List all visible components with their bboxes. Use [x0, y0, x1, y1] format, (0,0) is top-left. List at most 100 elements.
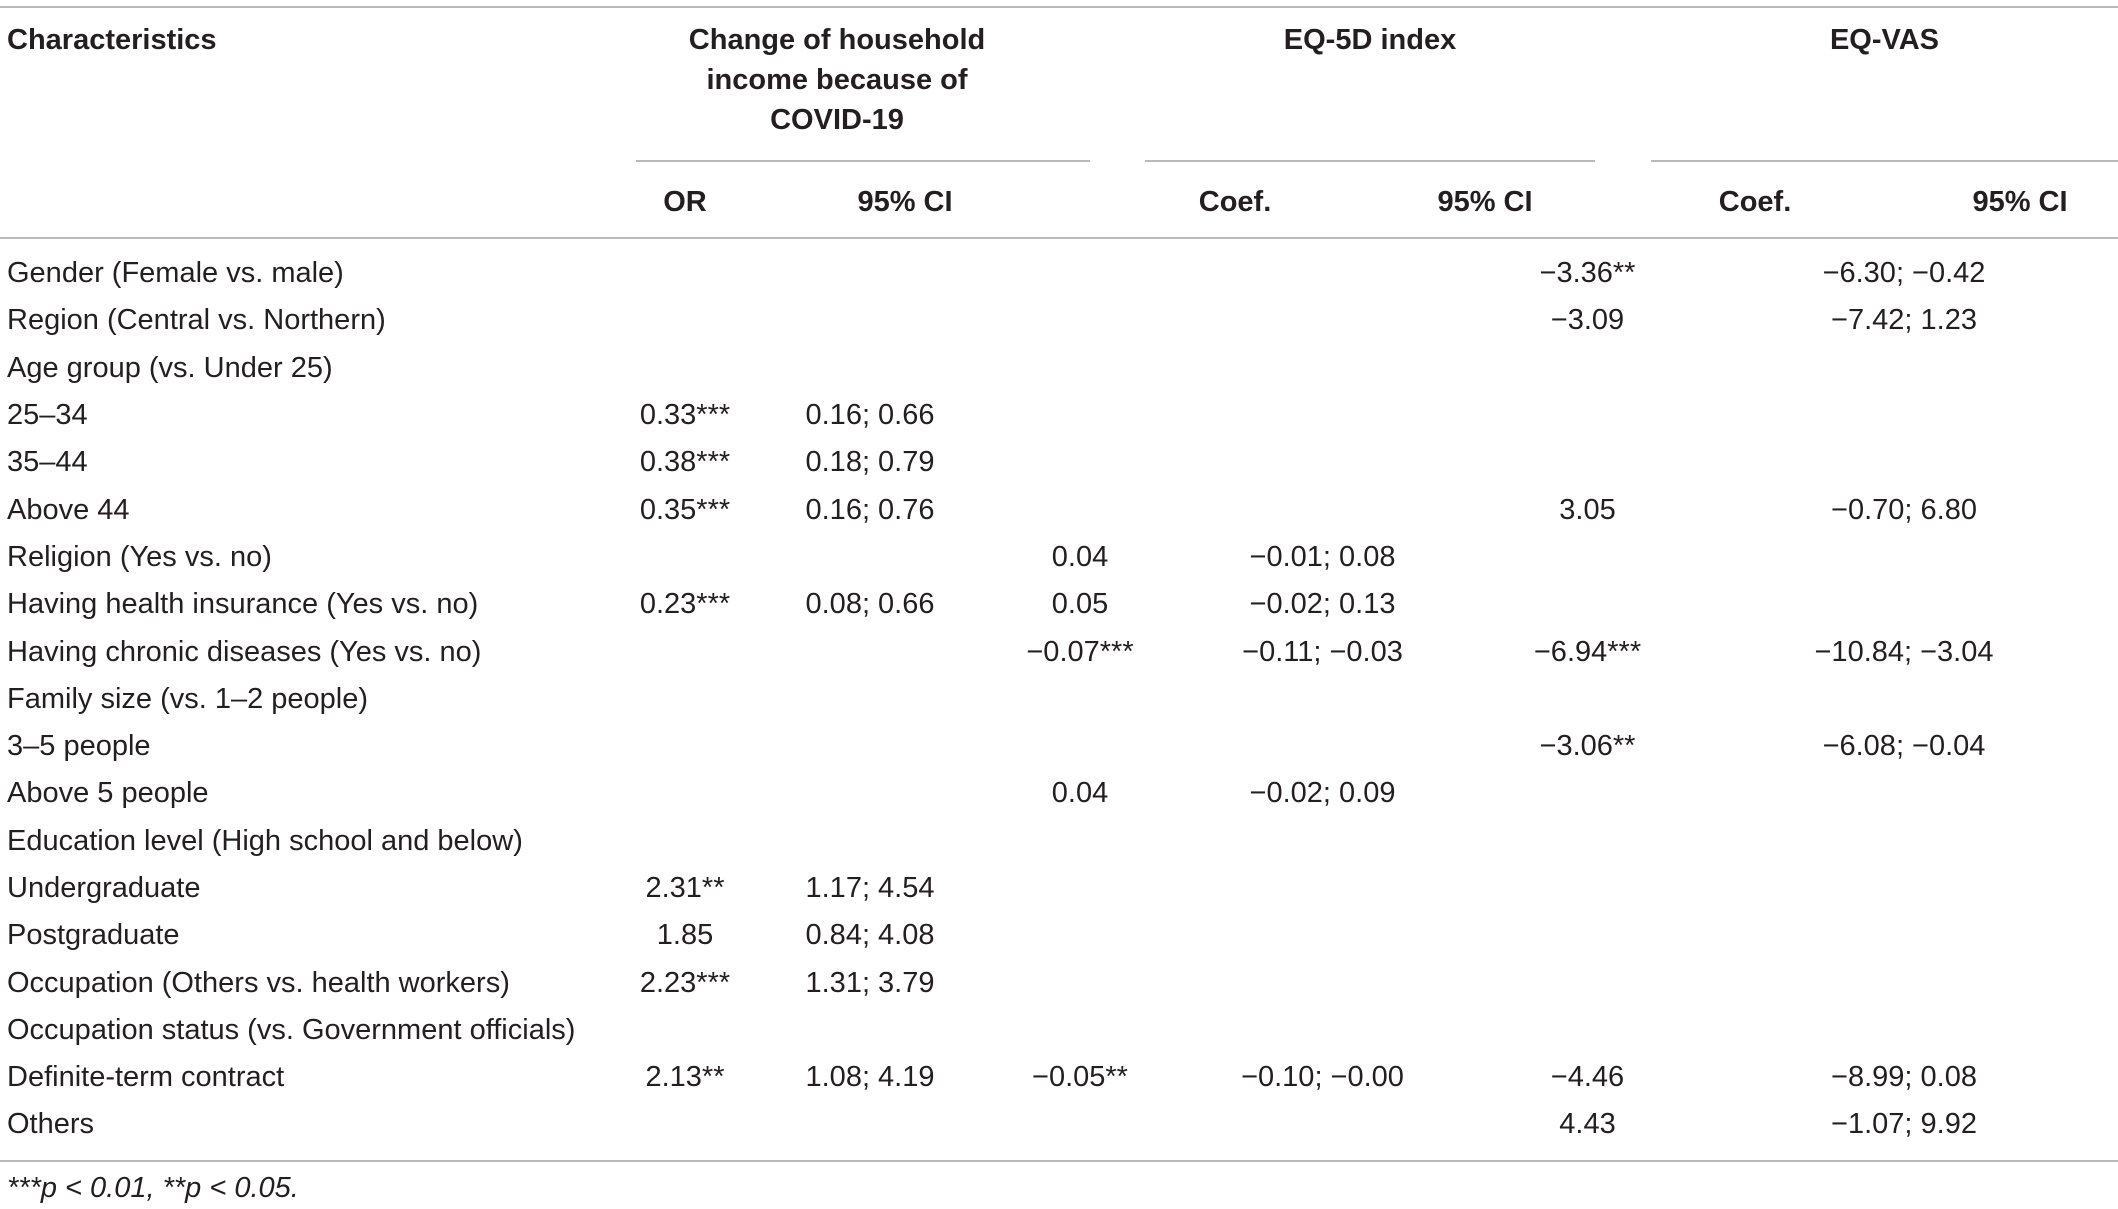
cell-eq5d-coef	[1000, 959, 1160, 1006]
cell-eqvas-coef	[1485, 865, 1690, 912]
row-label: 3–5 people	[7, 730, 151, 763]
cell-eqvas-ci	[1690, 676, 2118, 723]
cell-or: 2.31**	[645, 872, 725, 904]
header-group-income-line-1: Change of household	[688, 24, 986, 56]
cell-eq5d-coef: −0.07***	[1026, 635, 1134, 668]
table-row: Age group (vs. Under 25)	[0, 345, 2118, 392]
results-table-body: Gender (Female vs. male) −3.36** −6.30; −0…	[0, 250, 2118, 1149]
cell-eqvas-ci: −0.70; 6.80	[1831, 493, 1977, 526]
cell-eq5d-ci	[1160, 439, 1485, 486]
cell-or-ci	[740, 676, 1000, 723]
cell-or-ci	[740, 250, 1000, 297]
cell-eq5d-coef	[1000, 912, 1160, 959]
cell-eqvas-ci	[1690, 912, 2118, 959]
cell-or-ci	[740, 628, 1000, 675]
cell-eq5d-ci: −0.01; 0.08	[1249, 540, 1396, 573]
row-label: Age group (vs. Under 25)	[7, 351, 333, 384]
cell-eqvas-coef	[1485, 534, 1690, 581]
table-row: Above 44 0.35*** 0.16; 0.76 3.05 −0.70; 6.80	[0, 486, 2118, 533]
cell-eq5d-coef: 0.04	[1051, 777, 1109, 810]
cell-eqvas-coef: −3.09	[1550, 304, 1625, 337]
table-row: Others 4.43 −1.07; 9.92	[0, 1101, 2118, 1148]
cell-eqvas-coef	[1485, 392, 1690, 439]
cell-eq5d-ci	[1160, 392, 1485, 439]
cell-eqvas-coef: 3.05	[1559, 493, 1616, 526]
cell-eqvas-ci	[1690, 865, 2118, 912]
cell-eqvas-coef	[1485, 818, 1690, 865]
cell-eq5d-coef	[1000, 486, 1160, 533]
header-bottom-rule	[0, 237, 2118, 239]
cell-eq5d-coef	[1000, 676, 1160, 723]
cell-eqvas-ci: −6.30; −0.42	[1822, 257, 1986, 290]
table-row: Undergraduate 2.31** 1.17; 4.54	[0, 865, 2118, 912]
subheader-eqvas-ci: 95% CI	[1972, 186, 2068, 218]
header-characteristics: Characteristics	[7, 24, 217, 56]
cell-eq5d-ci	[1160, 1101, 1485, 1148]
bottom-rule	[0, 1160, 2118, 1162]
cell-or	[630, 1101, 740, 1148]
cell-eq5d-coef	[1000, 1007, 1160, 1054]
cell-or-ci	[740, 1007, 1000, 1054]
table-row: 3–5 people −3.06** −6.08; −0.04	[0, 723, 2118, 770]
group-rule-eqvas	[1651, 160, 2118, 162]
cell-eqvas-coef: 4.43	[1559, 1108, 1616, 1141]
table-row: Education level (High school and below)	[0, 818, 2118, 865]
cell-eqvas-coef	[1485, 345, 1690, 392]
table-row: Occupation status (vs. Government offici…	[0, 1007, 2118, 1054]
row-label: Family size (vs. 1–2 people)	[7, 682, 369, 715]
cell-or-ci: 0.18; 0.79	[805, 446, 935, 479]
cell-or	[630, 770, 740, 817]
cell-eqvas-coef	[1485, 581, 1690, 628]
cell-eq5d-ci	[1160, 723, 1485, 770]
cell-or: 2.23***	[639, 966, 731, 999]
cell-eq5d-coef: 0.04	[1051, 540, 1109, 573]
cell-eq5d-ci: −0.10; −0.00	[1241, 1061, 1404, 1094]
table-row: Gender (Female vs. male) −3.36** −6.30; −0…	[0, 250, 2118, 297]
row-label: Gender (Female vs. male)	[7, 257, 344, 290]
cell-or-ci	[740, 1101, 1000, 1148]
cell-eqvas-ci	[1690, 534, 2118, 581]
cell-eq5d-ci	[1160, 297, 1485, 344]
row-label: Having chronic diseases (Yes vs. no)	[7, 635, 482, 668]
cell-eq5d-ci: −0.11; −0.03	[1242, 635, 1403, 668]
cell-eqvas-ci	[1690, 439, 2118, 486]
footnote: ***p < 0.01, **p < 0.05.	[7, 1172, 299, 1204]
cell-eq5d-coef: 0.05	[1051, 588, 1109, 621]
table-row: Definite-term contract 2.13** 1.08; 4.19 −0…	[0, 1054, 2118, 1101]
cell-or-ci: 1.17; 4.54	[805, 872, 935, 904]
cell-eqvas-ci	[1690, 1007, 2118, 1054]
cell-eq5d-coef	[1000, 250, 1160, 297]
cell-eqvas-ci	[1690, 345, 2118, 392]
cell-or-ci	[740, 534, 1000, 581]
cell-or-ci	[740, 770, 1000, 817]
subheader-or: OR	[663, 186, 707, 218]
cell-eqvas-ci	[1690, 392, 2118, 439]
cell-or-ci: 0.08; 0.66	[805, 588, 935, 621]
cell-eq5d-coef	[1000, 1101, 1160, 1148]
cell-eqvas-ci: −1.07; 9.92	[1831, 1108, 1977, 1141]
cell-eqvas-ci	[1690, 818, 2118, 865]
row-label: Postgraduate	[7, 919, 180, 952]
cell-eq5d-coef	[1000, 818, 1160, 865]
group-rule-eq5d	[1145, 160, 1595, 162]
cell-or: 0.33***	[639, 399, 731, 432]
table-row: Having chronic diseases (Yes vs. no) −0.0…	[0, 628, 2118, 675]
top-rule	[0, 6, 2118, 8]
cell-eqvas-coef	[1485, 912, 1690, 959]
cell-or	[630, 1007, 740, 1054]
header-group-income-line-2: income because of	[706, 64, 968, 96]
cell-eq5d-coef	[1000, 723, 1160, 770]
cell-or: 0.23***	[639, 588, 731, 621]
cell-eq5d-coef	[1000, 297, 1160, 344]
row-label: Education level (High school and below)	[7, 824, 523, 857]
row-label: 35–44	[7, 446, 88, 479]
cell-or-ci: 0.16; 0.66	[805, 399, 935, 432]
cell-or-ci: 1.08; 4.19	[805, 1061, 935, 1094]
cell-or-ci: 1.31; 3.79	[805, 966, 935, 999]
results-table: Gender (Female vs. male) −3.36** −6.30; −0…	[0, 250, 2118, 1149]
cell-eq5d-ci: −0.02; 0.09	[1249, 777, 1396, 810]
cell-eq5d-coef	[1000, 345, 1160, 392]
cell-eq5d-ci	[1160, 345, 1485, 392]
subheader-eq5d-coef: Coef.	[1198, 186, 1272, 218]
row-label: Definite-term contract	[7, 1061, 285, 1094]
